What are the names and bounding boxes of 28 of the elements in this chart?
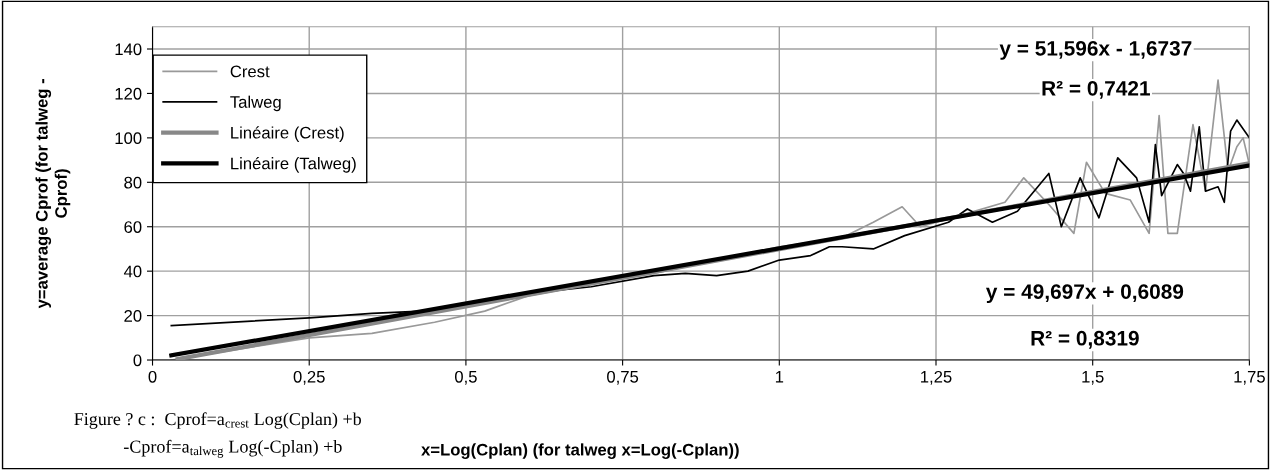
legend-label: Talweg <box>230 95 281 112</box>
y-axis-title: y=average Cprof (for talweg - Cprof) <box>35 78 71 309</box>
y-tick-label: 0 <box>133 354 142 367</box>
x-tick-label: 0,5 <box>454 370 477 385</box>
y-tick-label: 140 <box>115 43 142 56</box>
x-tick-label: 0,25 <box>293 370 325 385</box>
text: Figure ? c : Cprof=a$_{crest}$ Log(Cplan) +b <box>74 412 361 429</box>
x-tick-label: 1,25 <box>921 370 952 385</box>
y-tick-label: 100 <box>115 132 142 145</box>
x-tick-label: 1,75 <box>1234 371 1265 385</box>
legend-label: Linéaire (Talweg) <box>231 156 356 173</box>
y-tick-label: 40 <box>123 265 142 278</box>
annotation: R² = 0,8319 <box>1031 330 1139 349</box>
y-tick-label: 60 <box>124 221 142 233</box>
legend-label: Crest <box>230 65 270 78</box>
annotation: R² = 0,7421 <box>1042 80 1150 99</box>
y-tick-label: 20 <box>124 309 142 322</box>
x-axis-title: x=Log(Cplan) (for talweg x=Log(-Cplan)) <box>421 443 739 459</box>
y-tick-label: 120 <box>115 87 142 100</box>
annotation: y = 51,596x - 1,6737 <box>999 40 1192 60</box>
x-tick-label: 0 <box>148 370 157 383</box>
y-tick-label: 80 <box>124 176 142 189</box>
x-tick-label: 1,5 <box>1082 371 1104 385</box>
annotation: y = 49,697x + 0,6089 <box>985 284 1184 304</box>
x-tick-label: 0,75 <box>607 370 639 385</box>
x-tick-label: 1 <box>775 371 784 383</box>
text: -Cprof=a$_{talweg}$ Log(-Cplan) +b <box>123 439 342 458</box>
legend-label: Linéaire (Crest) <box>231 126 344 142</box>
